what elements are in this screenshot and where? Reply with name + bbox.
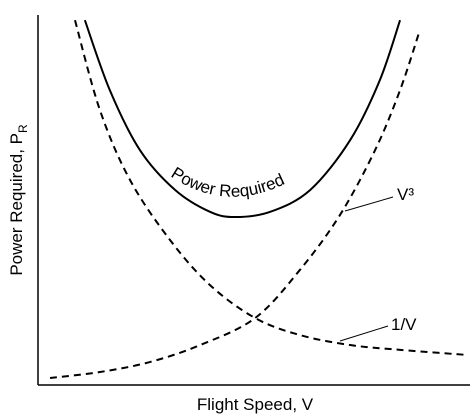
leader-line: [344, 196, 394, 212]
leader-line: [339, 325, 389, 342]
series-line: [83, 19, 402, 219]
series-label: Power Required: [168, 163, 287, 200]
series-label: 1/V: [391, 315, 417, 334]
series-label: V³: [397, 185, 414, 204]
y-axis-label-main: Power Required, P: [7, 133, 26, 276]
x-axis-label: Flight Speed, V: [197, 395, 314, 414]
y-axis-label: Power Required, PR: [7, 124, 30, 276]
series-line: [49, 29, 421, 379]
y-axis-label-subscript: R: [16, 124, 30, 133]
series-line: [74, 19, 469, 357]
series-label-path: Power Required: [168, 163, 287, 200]
